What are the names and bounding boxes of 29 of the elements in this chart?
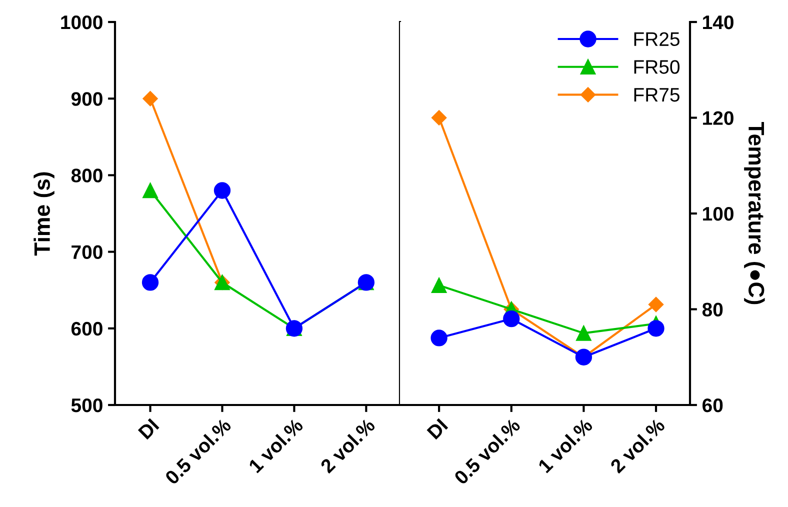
x-tick-label: DI	[426, 418, 448, 440]
y-tick-label: 800	[71, 168, 102, 182]
point	[142, 91, 158, 106]
point	[430, 330, 448, 346]
legend-label: FR50	[634, 60, 680, 74]
y-tick-label: 1000	[61, 15, 102, 30]
x-tick-label: DI	[138, 418, 160, 440]
y-axis-title: Temperature (●C)	[744, 122, 765, 304]
point	[648, 296, 664, 312]
point	[142, 182, 158, 198]
legend-label: FR25	[634, 32, 680, 46]
y-tick-label: 140	[703, 15, 734, 30]
point	[142, 274, 159, 291]
point	[431, 110, 447, 126]
y-tick-label: 500	[71, 398, 102, 412]
y-tick-label: 120	[703, 111, 734, 125]
y-tick-label: 80	[702, 302, 723, 316]
point	[431, 278, 447, 293]
point	[214, 182, 231, 199]
point	[576, 326, 592, 341]
y-tick-label: 60	[702, 398, 723, 412]
y-tick-label: 900	[71, 92, 102, 106]
y-tick-label: 600	[71, 322, 102, 336]
y-axis-title: Time (s)	[34, 172, 54, 256]
legend-label: FR75	[634, 88, 680, 102]
y-tick-label: 700	[72, 245, 102, 260]
point	[648, 320, 664, 337]
point	[503, 310, 520, 328]
y-tick-label: 100	[703, 206, 734, 221]
